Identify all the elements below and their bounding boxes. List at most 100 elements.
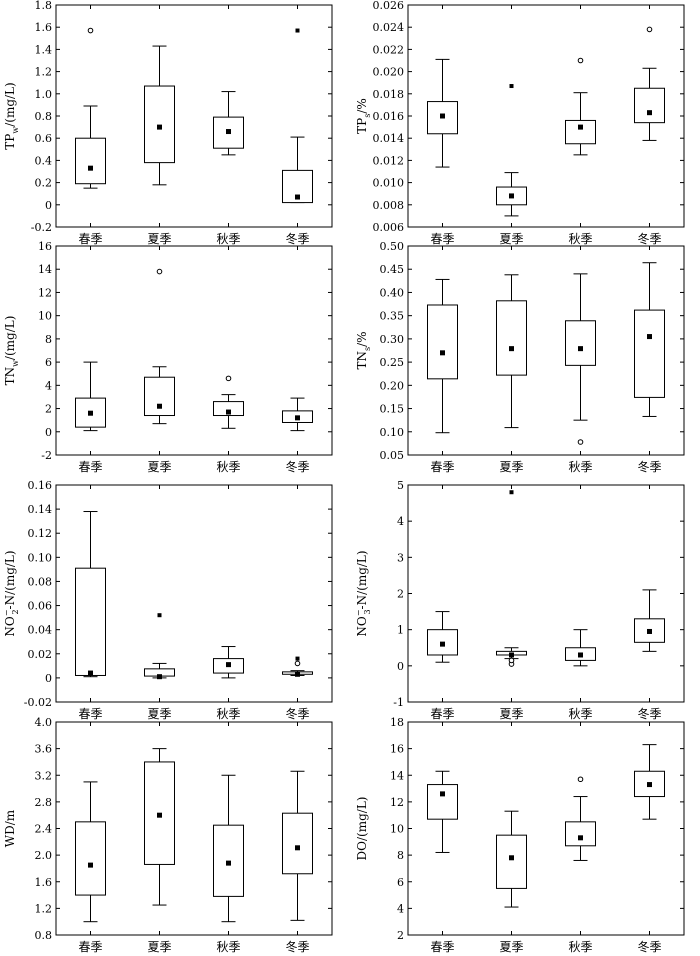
y-tick-label: 0.026 bbox=[373, 0, 405, 12]
category-label: 秋季 bbox=[216, 232, 240, 246]
y-tick-label: 1.4 bbox=[35, 43, 53, 56]
mean-marker bbox=[578, 124, 583, 130]
y-tick-label: 0.25 bbox=[380, 356, 405, 369]
category-label: 秋季 bbox=[568, 940, 592, 954]
extreme-point bbox=[157, 613, 162, 618]
box-4 bbox=[634, 26, 665, 141]
box-1 bbox=[75, 27, 106, 189]
box-4 bbox=[634, 262, 665, 417]
y-tick-label: 3.2 bbox=[35, 769, 53, 782]
category-label: 夏季 bbox=[499, 232, 523, 246]
box-2 bbox=[144, 748, 175, 906]
mean-marker bbox=[647, 334, 652, 340]
plot-frame bbox=[407, 721, 685, 936]
category-label: 夏季 bbox=[499, 940, 523, 954]
y-tick-label: 0.40 bbox=[380, 286, 405, 299]
y-tick-label: 0.12 bbox=[28, 527, 53, 540]
y-tick-label: -1 bbox=[393, 696, 404, 709]
y-tick-label: 14 bbox=[390, 769, 404, 782]
y-tick-label: 0.022 bbox=[373, 43, 405, 56]
y-tick-label: 6 bbox=[397, 876, 404, 889]
box-2 bbox=[144, 268, 175, 425]
y-tick-label: 0.8 bbox=[35, 110, 53, 123]
iqr-box bbox=[144, 85, 175, 164]
category-label: 春季 bbox=[430, 460, 454, 474]
y-tick-label: 0.04 bbox=[28, 624, 53, 637]
box-3 bbox=[565, 273, 596, 445]
y-tick-label: 0.50 bbox=[380, 240, 405, 253]
category-label: 春季 bbox=[78, 940, 102, 954]
y-tick-label: 2 bbox=[397, 929, 404, 942]
category-label: 冬季 bbox=[637, 939, 661, 954]
panel-no3: -1 0 1 2 3 4 5 春季 夏季 秋季 冬季 NO−3-N/(mg/L) bbox=[354, 479, 685, 721]
plot-frame bbox=[407, 245, 685, 456]
box-4 bbox=[282, 770, 313, 921]
category-label: 冬季 bbox=[285, 706, 309, 721]
mean-marker bbox=[509, 652, 514, 658]
iqr-box bbox=[565, 821, 596, 847]
iqr-box bbox=[75, 821, 106, 896]
y-tick-label: 0.010 bbox=[373, 177, 405, 190]
y-tick-label: 0.45 bbox=[380, 263, 405, 276]
category-label: 夏季 bbox=[499, 460, 523, 474]
category-label: 春季 bbox=[430, 940, 454, 954]
mean-marker bbox=[226, 129, 231, 135]
y-tick-label: 8 bbox=[45, 333, 52, 346]
extreme-point bbox=[509, 490, 514, 495]
box-1 bbox=[427, 611, 458, 663]
mean-marker bbox=[647, 110, 652, 116]
mean-marker bbox=[440, 350, 445, 356]
outlier-point bbox=[87, 27, 94, 34]
box-3 bbox=[565, 629, 596, 667]
box-1 bbox=[427, 58, 458, 168]
y-tick-label: 3 bbox=[397, 551, 404, 564]
mean-marker bbox=[157, 812, 162, 818]
iqr-box bbox=[634, 87, 665, 124]
y-axis-label: WD/m bbox=[3, 809, 17, 847]
category-label: 秋季 bbox=[568, 232, 592, 246]
category-label: 春季 bbox=[78, 707, 102, 721]
y-axis-label: TNw/(mg/L) bbox=[3, 316, 20, 386]
box-1 bbox=[427, 278, 458, 434]
box-4 bbox=[282, 397, 313, 432]
y-tick-label: 0.8 bbox=[35, 929, 53, 942]
box-4 bbox=[634, 744, 665, 820]
panel-tps: 0.006 0.008 0.010 0.012 0.014 0.016 0.018 0.020… bbox=[355, 0, 685, 246]
category-label: 春季 bbox=[430, 707, 454, 721]
y-tick-label: 2.8 bbox=[35, 796, 53, 809]
y-tick-label: 12 bbox=[390, 796, 404, 809]
y-tick-label: 0.020 bbox=[373, 66, 405, 79]
category-label: 夏季 bbox=[499, 707, 523, 721]
iqr-box bbox=[427, 784, 458, 820]
box-3 bbox=[213, 646, 244, 679]
mean-marker bbox=[157, 124, 162, 130]
iqr-box bbox=[75, 567, 106, 676]
outlier-point bbox=[577, 439, 584, 445]
y-tick-label: 0.2 bbox=[35, 177, 53, 190]
y-tick-label: 2 bbox=[45, 403, 52, 416]
mean-marker bbox=[440, 641, 445, 647]
panel-wd: 0.8 1.2 1.6 2.0 2.4 2.8 3.2 3.6 4.0 春季 夏季 秋季 冬季 WD/m bbox=[3, 716, 333, 954]
category-label: 冬季 bbox=[285, 231, 309, 246]
iqr-box bbox=[213, 401, 244, 417]
y-tick-label: 1.8 bbox=[35, 0, 53, 12]
mean-marker bbox=[88, 165, 93, 171]
y-tick-label: 10 bbox=[38, 310, 52, 323]
iqr-box bbox=[565, 119, 596, 145]
y-axis-label: NO−3-N/(mg/L) bbox=[354, 550, 372, 636]
outlier-point bbox=[294, 660, 301, 667]
plot-frame bbox=[55, 484, 333, 703]
category-label: 冬季 bbox=[285, 939, 309, 954]
y-tick-label: 10 bbox=[390, 823, 404, 836]
y-tick-label: -0.02 bbox=[24, 696, 52, 709]
category-label: 冬季 bbox=[285, 459, 309, 474]
y-tick-label: 1.0 bbox=[35, 88, 53, 101]
panel-do: 2 4 6 8 10 12 14 16 18 春季 夏季 秋季 冬季 DO/(mg/L) bbox=[355, 716, 685, 954]
iqr-box bbox=[634, 770, 665, 798]
mean-marker bbox=[88, 862, 93, 868]
category-label: 冬季 bbox=[637, 459, 661, 474]
category-label: 夏季 bbox=[147, 232, 171, 246]
box-3 bbox=[213, 91, 244, 156]
y-tick-label: 0.16 bbox=[28, 479, 53, 492]
y-tick-label: 0 bbox=[45, 426, 52, 439]
